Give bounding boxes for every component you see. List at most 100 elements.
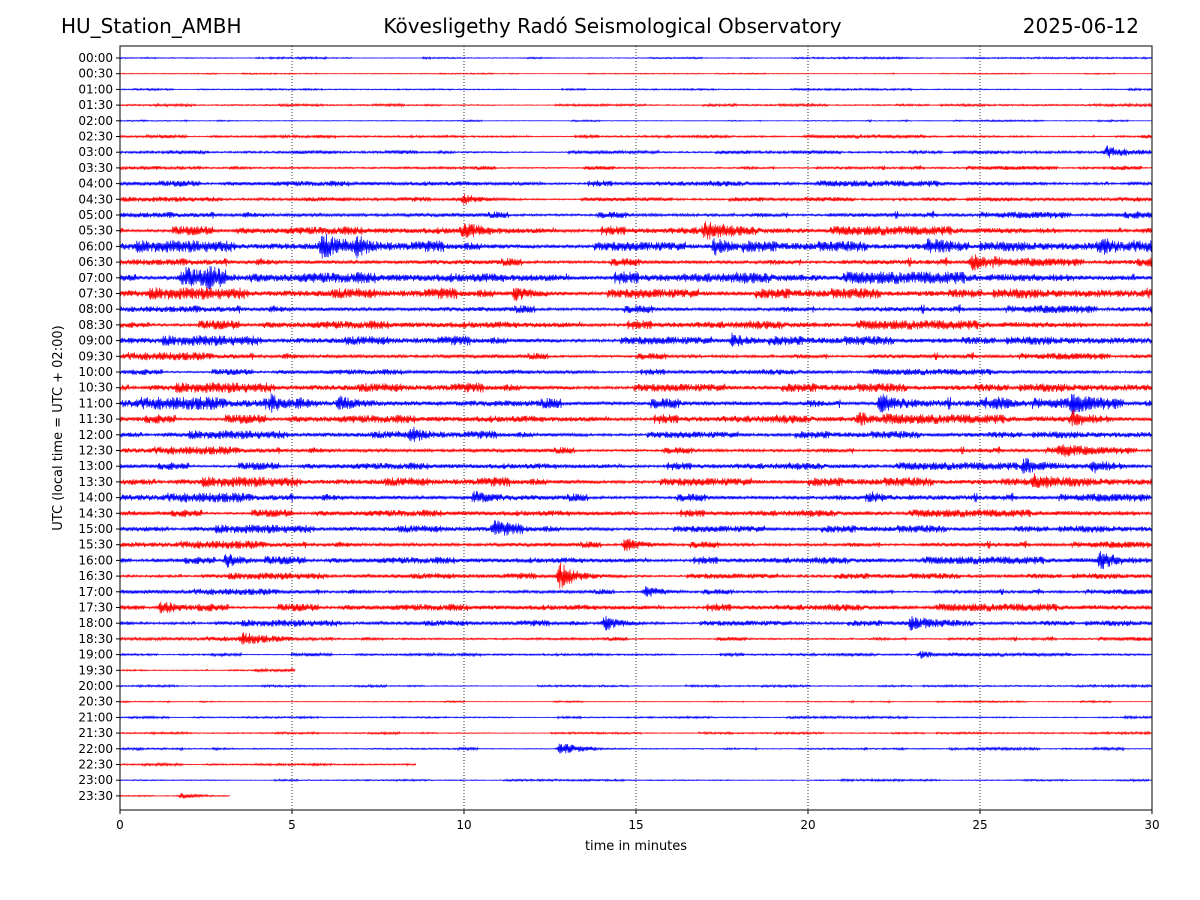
trace-0000 bbox=[119, 55, 1152, 61]
x-axis-label: time in minutes bbox=[585, 839, 687, 854]
trace-2100 bbox=[119, 714, 1152, 721]
trace-0630 bbox=[119, 254, 1152, 271]
y-tick-label-2: 01:00 bbox=[78, 82, 113, 96]
y-tick-label-16: 08:00 bbox=[78, 302, 113, 316]
trace-1930 bbox=[119, 667, 296, 674]
trace-1700 bbox=[119, 586, 1152, 597]
y-tick-label-20: 10:00 bbox=[78, 365, 113, 379]
trace-2030 bbox=[119, 699, 1152, 704]
y-tick-label-45: 22:30 bbox=[78, 758, 113, 772]
trace-1330 bbox=[119, 473, 1152, 489]
y-tick-label-29: 14:30 bbox=[78, 506, 113, 520]
trace-0230 bbox=[119, 133, 1152, 140]
y-tick-label-24: 12:00 bbox=[78, 428, 113, 442]
trace-0530 bbox=[119, 221, 1152, 240]
trace-0700 bbox=[119, 266, 1152, 290]
y-tick-label-39: 19:30 bbox=[78, 663, 113, 677]
x-tick-label-6: 30 bbox=[1144, 818, 1159, 832]
y-tick-label-38: 19:00 bbox=[78, 648, 113, 662]
y-tick-label-44: 22:00 bbox=[78, 742, 113, 756]
trace-1430 bbox=[119, 509, 1152, 518]
y-tick-label-22: 11:00 bbox=[78, 396, 113, 410]
y-tick-label-18: 09:00 bbox=[78, 334, 113, 348]
trace-1400 bbox=[119, 490, 1152, 503]
y-tick-label-36: 18:00 bbox=[78, 616, 113, 630]
y-tick-label-3: 01:30 bbox=[78, 98, 113, 112]
x-tick-label-1: 5 bbox=[288, 818, 296, 832]
trace-0030 bbox=[119, 72, 1152, 76]
y-tick-label-4: 02:00 bbox=[78, 114, 113, 128]
trace-1100 bbox=[119, 393, 1152, 415]
y-tick-label-43: 21:30 bbox=[78, 726, 113, 740]
date-label: 2025-06-12 bbox=[1022, 14, 1139, 38]
trace-1300 bbox=[119, 458, 1152, 474]
y-tick-label-46: 23:00 bbox=[78, 773, 113, 787]
trace-1000 bbox=[119, 368, 1152, 376]
trace-2230 bbox=[119, 761, 417, 767]
trace-1130 bbox=[119, 410, 1152, 427]
trace-1730 bbox=[119, 601, 1152, 614]
y-tick-label-7: 03:30 bbox=[78, 161, 113, 175]
y-tick-label-42: 21:00 bbox=[78, 710, 113, 724]
trace-1900 bbox=[119, 651, 1152, 659]
y-tick-label-11: 05:30 bbox=[78, 224, 113, 238]
y-tick-label-14: 07:00 bbox=[78, 271, 113, 285]
trace-2330 bbox=[119, 792, 231, 799]
y-tick-label-47: 23:30 bbox=[78, 789, 113, 803]
trace-0500 bbox=[119, 210, 1152, 219]
trace-1600 bbox=[119, 551, 1152, 570]
y-tick-label-25: 12:30 bbox=[78, 444, 113, 458]
y-tick-label-0: 00:00 bbox=[78, 51, 113, 65]
y-tick-label-40: 20:00 bbox=[78, 679, 113, 693]
y-axis-label: UTC (local time = UTC + 02:00) bbox=[51, 325, 66, 530]
trace-1030 bbox=[119, 382, 1152, 394]
trace-0330 bbox=[119, 165, 1152, 171]
y-tick-label-41: 20:30 bbox=[78, 695, 113, 709]
trace-0400 bbox=[119, 180, 1152, 187]
trace-1530 bbox=[119, 538, 1152, 552]
trace-1500 bbox=[119, 520, 1152, 536]
x-tick-label-5: 25 bbox=[972, 818, 987, 832]
trace-0300 bbox=[119, 145, 1152, 158]
trace-0930 bbox=[119, 352, 1152, 361]
trace-0430 bbox=[119, 194, 1152, 205]
y-tick-label-37: 18:30 bbox=[78, 632, 113, 646]
y-tick-label-27: 13:30 bbox=[78, 475, 113, 489]
y-tick-label-31: 15:30 bbox=[78, 538, 113, 552]
trace-1230 bbox=[119, 444, 1152, 457]
trace-2200 bbox=[119, 743, 1152, 754]
y-tick-label-1: 00:30 bbox=[78, 67, 113, 81]
y-tick-label-35: 17:30 bbox=[78, 601, 113, 615]
traces bbox=[119, 55, 1152, 799]
chart-title: Kövesligethy Radó Seismological Observat… bbox=[383, 14, 842, 38]
y-tick-label-19: 09:30 bbox=[78, 349, 113, 363]
y-tick-label-34: 17:00 bbox=[78, 585, 113, 599]
y-tick-label-15: 07:30 bbox=[78, 287, 113, 301]
trace-0800 bbox=[119, 304, 1152, 314]
trace-0600 bbox=[119, 234, 1152, 259]
x-axis-ticks: 0 5 10 15 20 25 30 bbox=[116, 810, 1160, 832]
plot-frame bbox=[119, 45, 1153, 811]
y-tick-label-33: 16:30 bbox=[78, 569, 113, 583]
trace-1200 bbox=[119, 426, 1152, 442]
trace-0200 bbox=[119, 118, 1152, 123]
y-tick-label-13: 06:30 bbox=[78, 255, 113, 269]
trace-0830 bbox=[119, 319, 1152, 330]
y-tick-label-5: 02:30 bbox=[78, 130, 113, 144]
trace-1800 bbox=[119, 615, 1152, 631]
y-tick-label-6: 03:00 bbox=[78, 145, 113, 159]
x-tick-label-2: 10 bbox=[456, 818, 471, 832]
x-tick-label-3: 15 bbox=[628, 818, 643, 832]
trace-2300 bbox=[119, 777, 1152, 783]
y-tick-label-32: 16:00 bbox=[78, 553, 113, 567]
y-tick-label-9: 04:30 bbox=[78, 192, 113, 206]
y-tick-label-23: 11:30 bbox=[78, 412, 113, 426]
trace-2130 bbox=[119, 730, 1152, 736]
trace-0730 bbox=[119, 287, 1152, 302]
y-tick-label-17: 08:30 bbox=[78, 318, 113, 332]
trace-2000 bbox=[119, 683, 1152, 689]
y-tick-label-30: 15:00 bbox=[78, 522, 113, 536]
trace-0100 bbox=[119, 87, 1152, 92]
